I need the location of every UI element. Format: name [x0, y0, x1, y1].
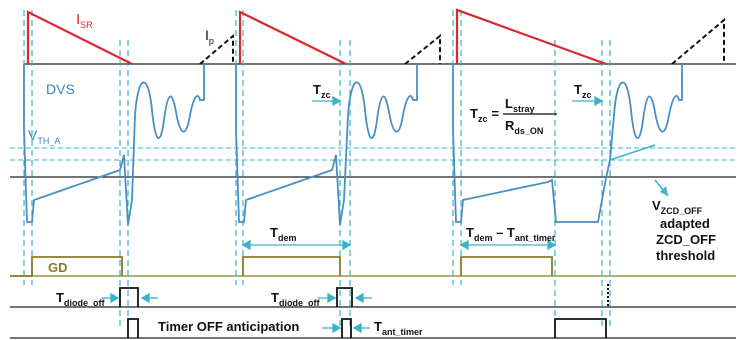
vertical-markers — [23, 10, 611, 330]
isr-label: ISR — [76, 11, 93, 30]
svg-text:ZCD_OFF: ZCD_OFF — [656, 232, 716, 247]
dvs-waveform — [23, 64, 683, 226]
gd-waveform — [10, 256, 553, 277]
dimension-arrows — [102, 95, 604, 334]
svg-text:VZCD_OFF: VZCD_OFF — [652, 198, 703, 216]
timer-pulses — [127, 318, 607, 338]
svg-text:Rds_ON: Rds_ON — [505, 118, 543, 136]
adapted-zcd-line — [609, 144, 656, 161]
svg-text:threshold: threshold — [656, 248, 715, 263]
tdiode-off-label-1: Tdiode_off — [56, 290, 105, 308]
dvs-label: DVS — [46, 81, 75, 97]
tdiode-off-label-2: Tdiode_off — [271, 290, 320, 308]
diode-pulses — [119, 287, 353, 307]
vzcd-annotation: VZCD_OFF adapted ZCD_OFF threshold — [652, 198, 716, 263]
tzc-label-1: Tzc — [313, 82, 330, 100]
isr-waveform — [26, 8, 607, 66]
ip-label: Ip — [205, 27, 214, 46]
svg-text:adapted: adapted — [660, 216, 710, 231]
zcd-arrowhead — [660, 186, 668, 196]
timer-off-anticipation-label: Timer OFF anticipation — [158, 319, 299, 334]
gd-label: GD — [48, 260, 68, 275]
tant-timer-label: Tant_timer — [374, 319, 423, 337]
tzc-formula: Tzc = Lstray Rds_ON — [470, 96, 557, 136]
tdem-minus-tant-label: Tdem – Tant_timer — [466, 225, 556, 243]
ip-waveform — [199, 17, 725, 65]
svg-text:Tzc=: Tzc = — [470, 106, 499, 124]
tzc-label-2: Tzc — [574, 82, 591, 100]
svg-text:Lstray: Lstray — [505, 96, 534, 114]
vth-a-label: VTH_A — [28, 127, 60, 146]
tdem-label: Tdem — [270, 225, 296, 243]
